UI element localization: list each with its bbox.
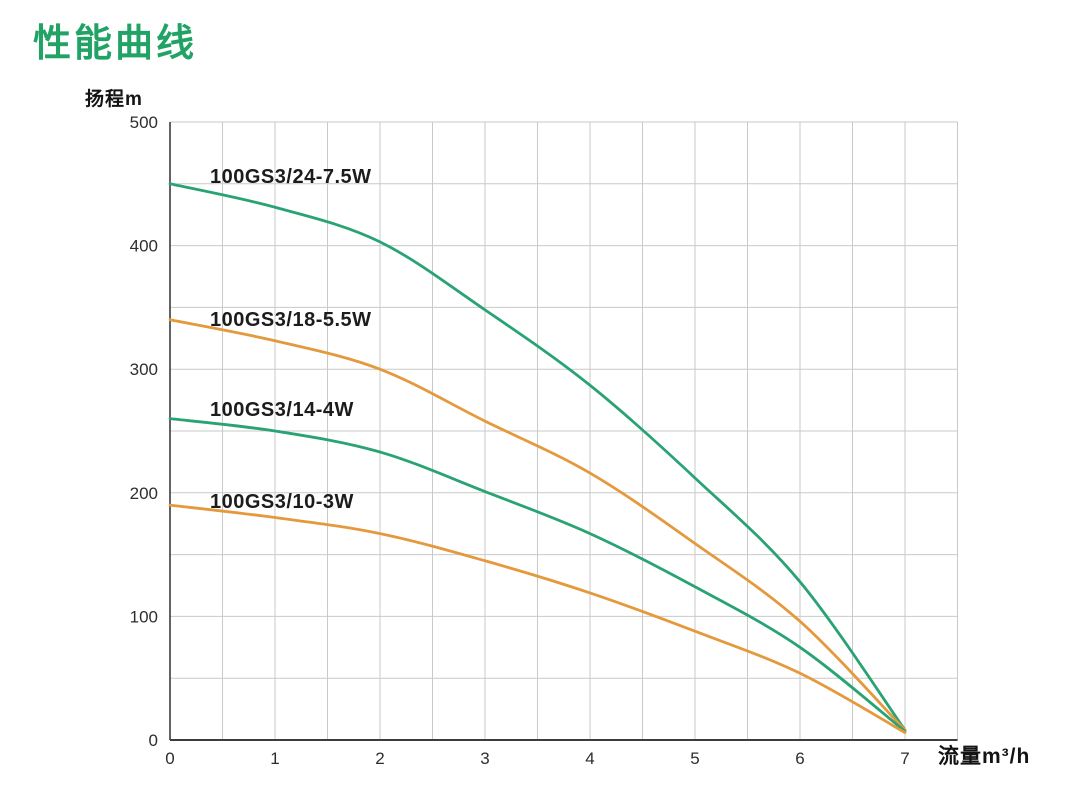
y-tick-label: 500 (130, 113, 158, 132)
y-tick-label: 400 (130, 237, 158, 256)
x-tick-label: 2 (375, 749, 384, 768)
x-tick-label: 6 (795, 749, 804, 768)
y-tick-label: 0 (149, 731, 158, 750)
curve-100GS3-10-3W (168, 503, 907, 734)
curve-label: 100GS3/14-4W (210, 399, 354, 421)
curve-100GS3-24-7.5W (168, 182, 907, 732)
x-tick-label: 7 (900, 749, 909, 768)
y-axis-title: 扬程m (85, 89, 143, 110)
x-tick-label: 1 (270, 749, 279, 768)
curve-100GS3-14-4W (168, 417, 907, 733)
x-axis-title: 流量m³/h (938, 745, 1031, 768)
x-tick-label: 0 (165, 749, 174, 768)
y-tick-label: 200 (130, 484, 158, 503)
curve-label: 100GS3/24-7.5W (210, 166, 372, 188)
x-tick-label: 4 (585, 749, 594, 768)
page-title: 性能曲线 (33, 23, 198, 65)
curve-100GS3-18-5.5W (168, 318, 907, 732)
y-tick-label: 100 (130, 607, 158, 626)
curve-label: 100GS3/10-3W (210, 491, 354, 513)
x-tick-label: 5 (690, 749, 699, 768)
curve-label: 100GS3/18-5.5W (210, 309, 372, 331)
x-tick-label: 3 (480, 749, 489, 768)
y-tick-label: 300 (130, 360, 158, 379)
